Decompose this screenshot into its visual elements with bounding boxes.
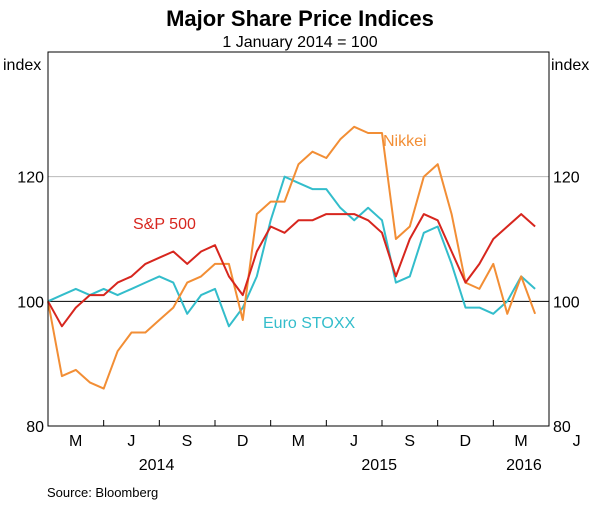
euro-stoxx-annotation: Euro STOXX	[263, 315, 356, 332]
y-tick-label-right: 100	[553, 294, 580, 311]
y-tick-label-right: 80	[553, 419, 571, 436]
right-axis-label: index	[551, 57, 589, 74]
source-note: Source: Bloomberg	[47, 485, 158, 500]
plot-frame	[47, 51, 550, 427]
x-tick-label: D	[460, 433, 472, 450]
chart-subtitle: 1 January 2014 = 100	[222, 34, 377, 51]
left-axis-label: index	[3, 57, 41, 74]
x-tick-label: D	[237, 433, 249, 450]
y-tick-label-left: 120	[17, 170, 44, 187]
x-tick-label: S	[404, 433, 415, 450]
nikkei-annotation: Nikkei	[383, 133, 427, 150]
x-tick-label: M	[292, 433, 305, 450]
year-label: 2016	[506, 457, 542, 474]
y-tick-labels: 80 80 100 100 120 120	[17, 170, 580, 436]
series-line-s-p-500	[47, 213, 536, 328]
series-line-euro-stoxx	[47, 175, 536, 328]
x-tick-label: M	[69, 433, 82, 450]
year-label: 2014	[139, 457, 175, 474]
x-tick-label: J	[573, 433, 581, 450]
x-tick-label: S	[182, 433, 193, 450]
chart-title: Major Share Price Indices	[166, 6, 434, 31]
series-line-nikkei	[47, 125, 537, 390]
y-tick-label-left: 80	[26, 419, 44, 436]
x-tick-label: J	[127, 433, 135, 450]
series-lines	[47, 125, 537, 390]
x-tick-label: M	[514, 433, 527, 450]
year-label: 2015	[361, 457, 397, 474]
x-tick-label: J	[350, 433, 358, 450]
gridlines	[48, 176, 549, 302]
y-tick-label-right: 120	[553, 170, 580, 187]
y-tick-label-left: 100	[17, 294, 44, 311]
sp500-annotation: S&P 500	[133, 216, 196, 233]
